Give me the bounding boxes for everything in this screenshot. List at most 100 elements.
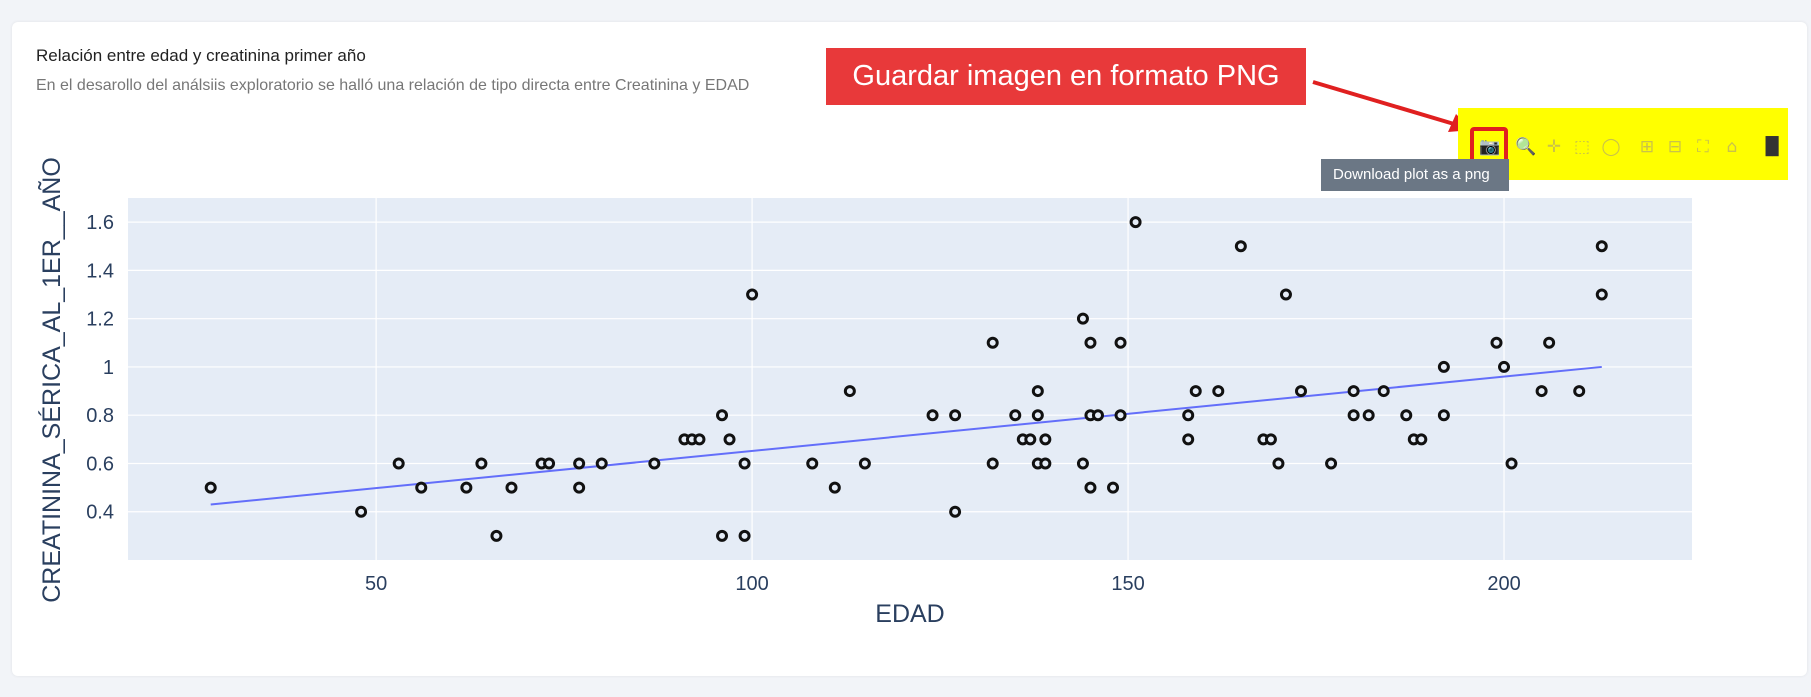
data-point[interactable] bbox=[738, 529, 751, 542]
data-point[interactable] bbox=[843, 385, 856, 398]
data-point[interactable] bbox=[490, 529, 503, 542]
camera-icon[interactable]: 📷 bbox=[1479, 137, 1501, 157]
x-tick-label: 150 bbox=[1111, 573, 1144, 595]
data-point[interactable] bbox=[1129, 216, 1142, 229]
data-point[interactable] bbox=[738, 457, 751, 470]
zoom-icon[interactable]: 🔍 bbox=[1515, 137, 1537, 157]
data-point[interactable] bbox=[1535, 385, 1548, 398]
x-tick-labels: 50 100 150 200 bbox=[365, 573, 1521, 595]
autoscale-icon[interactable]: ⛶ bbox=[1697, 137, 1709, 157]
data-point[interactable] bbox=[1031, 385, 1044, 398]
data-point[interactable] bbox=[1234, 240, 1247, 253]
data-point[interactable] bbox=[355, 505, 368, 518]
data-point[interactable] bbox=[1595, 288, 1608, 301]
data-point[interactable] bbox=[1076, 457, 1089, 470]
data-point[interactable] bbox=[1107, 481, 1120, 494]
data-point[interactable] bbox=[1031, 409, 1044, 422]
data-point[interactable] bbox=[543, 457, 556, 470]
data-point[interactable] bbox=[1182, 409, 1195, 422]
data-point[interactable] bbox=[949, 505, 962, 518]
data-point[interactable] bbox=[716, 409, 729, 422]
data-point[interactable] bbox=[573, 481, 586, 494]
data-point[interactable] bbox=[1114, 409, 1127, 422]
y-tick-label: 1.6 bbox=[86, 212, 114, 234]
data-point[interactable] bbox=[949, 409, 962, 422]
data-point[interactable] bbox=[1182, 433, 1195, 446]
data-point[interactable] bbox=[475, 457, 488, 470]
card-title: Relación entre edad y creatinina primer … bbox=[36, 46, 366, 65]
box-select-icon[interactable]: ⬚ bbox=[1573, 137, 1591, 157]
data-point[interactable] bbox=[828, 481, 841, 494]
data-point[interactable] bbox=[1377, 385, 1390, 398]
data-point[interactable] bbox=[204, 481, 217, 494]
trend-line-group bbox=[210, 365, 1602, 506]
data-point[interactable] bbox=[1091, 409, 1104, 422]
data-point[interactable] bbox=[1212, 385, 1225, 398]
y-tick-label: 1.4 bbox=[86, 260, 114, 282]
card-subtitle: En el desarollo del análsiis exploratori… bbox=[36, 77, 750, 94]
data-point[interactable] bbox=[1084, 481, 1097, 494]
y-tick-label: 0.4 bbox=[86, 502, 114, 524]
data-point[interactable] bbox=[926, 409, 939, 422]
data-point[interactable] bbox=[806, 457, 819, 470]
data-point[interactable] bbox=[1039, 433, 1052, 446]
data-point[interactable] bbox=[1347, 385, 1360, 398]
x-tick-label: 200 bbox=[1487, 573, 1520, 595]
pan-icon[interactable]: ✛ bbox=[1546, 137, 1562, 157]
data-point[interactable] bbox=[746, 288, 759, 301]
data-point[interactable] bbox=[1437, 409, 1450, 422]
data-point[interactable] bbox=[1505, 457, 1518, 470]
data-point[interactable] bbox=[1024, 433, 1037, 446]
data-point[interactable] bbox=[693, 433, 706, 446]
data-point[interactable] bbox=[595, 457, 608, 470]
data-point[interactable] bbox=[1543, 336, 1556, 349]
data-point[interactable] bbox=[1114, 336, 1127, 349]
data-point[interactable] bbox=[648, 457, 661, 470]
reset-axes-icon[interactable]: ⌂ bbox=[1726, 137, 1738, 157]
data-point[interactable] bbox=[1595, 240, 1608, 253]
modebar-highlight bbox=[1458, 108, 1788, 180]
zoom-out-icon[interactable]: ⊟ bbox=[1667, 137, 1683, 157]
data-point[interactable] bbox=[1279, 288, 1292, 301]
data-point[interactable] bbox=[1347, 409, 1360, 422]
data-point[interactable] bbox=[1039, 457, 1052, 470]
data-point[interactable] bbox=[858, 457, 871, 470]
data-point[interactable] bbox=[986, 457, 999, 470]
callout-banner: Guardar imagen en formato PNG bbox=[826, 48, 1306, 105]
data-point[interactable] bbox=[1084, 336, 1097, 349]
zoom-in-icon[interactable]: ⊞ bbox=[1639, 137, 1655, 157]
data-point[interactable] bbox=[1076, 312, 1089, 325]
y-axis-title: CREATININA_SÉRICA_AL_1ER__AÑO bbox=[37, 157, 66, 603]
data-point[interactable] bbox=[1295, 385, 1307, 398]
data-point[interactable] bbox=[1490, 336, 1503, 349]
data-point[interactable] bbox=[1009, 409, 1022, 422]
data-point[interactable] bbox=[1415, 433, 1428, 446]
data-point[interactable] bbox=[505, 481, 518, 494]
x-tick-label: 50 bbox=[365, 573, 387, 595]
grid-lines bbox=[128, 198, 1692, 560]
data-point[interactable] bbox=[392, 457, 405, 470]
data-point[interactable] bbox=[460, 481, 473, 494]
x-axis-title: EDAD bbox=[875, 600, 944, 628]
data-point[interactable] bbox=[1498, 360, 1511, 373]
data-point[interactable] bbox=[573, 457, 586, 470]
data-point[interactable] bbox=[1325, 457, 1338, 470]
download-tooltip: Download plot as a png bbox=[1321, 159, 1509, 191]
data-point[interactable] bbox=[1400, 409, 1413, 422]
data-point[interactable] bbox=[1362, 409, 1375, 422]
plotly-logo-icon[interactable]: ▐▌ bbox=[1759, 137, 1786, 157]
data-point[interactable] bbox=[1573, 385, 1586, 398]
data-points bbox=[204, 216, 1608, 542]
y-tick-label: 0.8 bbox=[86, 405, 114, 427]
data-point[interactable] bbox=[1437, 360, 1450, 373]
data-point[interactable] bbox=[1189, 385, 1202, 398]
data-point[interactable] bbox=[716, 529, 729, 542]
data-point[interactable] bbox=[1264, 433, 1277, 446]
data-point[interactable] bbox=[415, 481, 428, 494]
lasso-icon[interactable]: ◯ bbox=[1601, 137, 1621, 157]
data-point[interactable] bbox=[1272, 457, 1285, 470]
data-point[interactable] bbox=[723, 433, 736, 446]
y-tick-label: 1.2 bbox=[86, 309, 114, 331]
data-point[interactable] bbox=[986, 336, 999, 349]
